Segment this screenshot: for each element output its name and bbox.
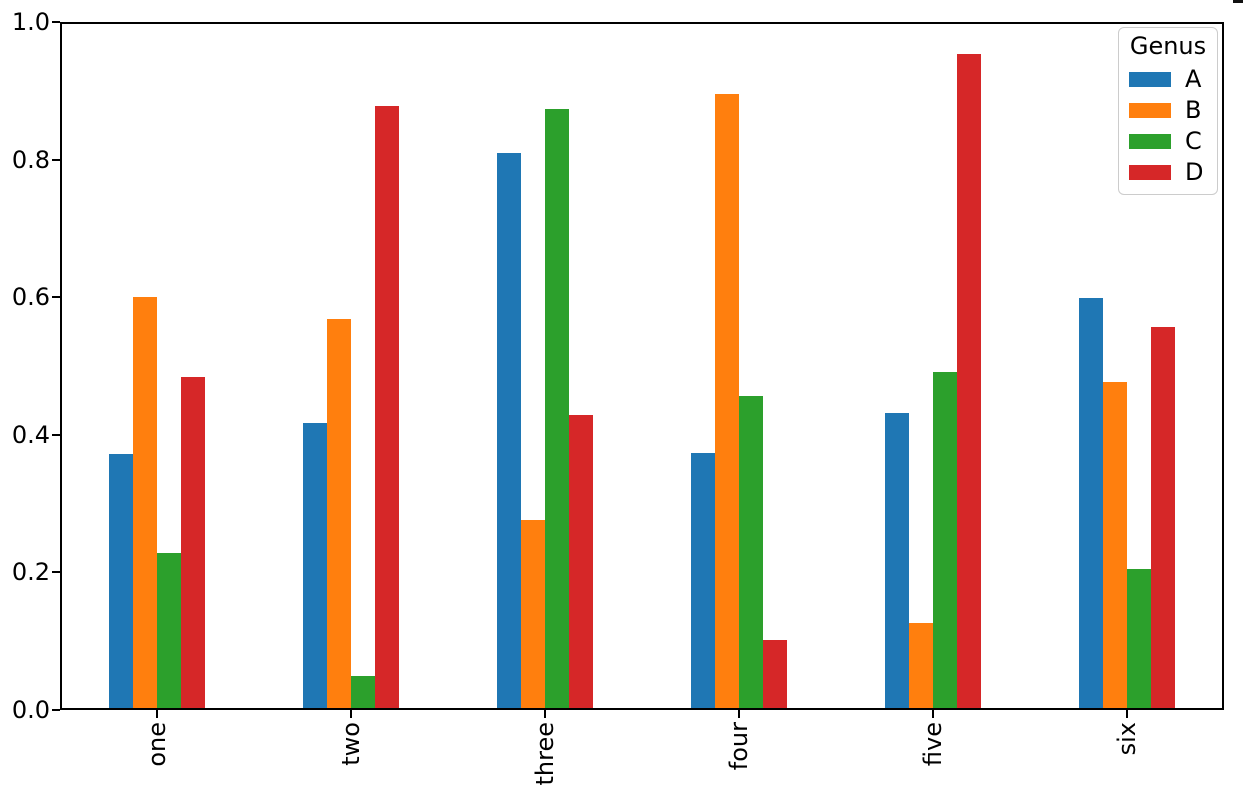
- legend-label-A: A: [1185, 65, 1202, 93]
- bar-B-three: [521, 519, 545, 708]
- x-tick-mark: [350, 710, 352, 718]
- bar-C-six: [1127, 569, 1151, 708]
- x-tick-mark: [156, 710, 158, 718]
- legend-entry-B: B: [1129, 96, 1207, 124]
- y-tick-label-0.4: 0.4: [11, 420, 50, 449]
- bar-B-two: [327, 319, 351, 708]
- bar-C-four: [739, 396, 763, 708]
- legend-swatch-D: [1129, 165, 1171, 180]
- y-tick-mark: [52, 158, 60, 161]
- bar-D-two: [375, 106, 399, 708]
- x-tick-mark: [1126, 710, 1128, 718]
- y-tick-label-0.6: 0.6: [11, 283, 50, 312]
- x-tick-label-two: two: [337, 722, 365, 766]
- bar-B-one: [133, 296, 157, 708]
- legend-entry-D: D: [1129, 158, 1207, 186]
- x-tick-mark: [932, 710, 934, 718]
- bar-A-four: [691, 452, 715, 708]
- bar-A-six: [1079, 298, 1103, 708]
- y-tick-mark: [52, 571, 60, 574]
- x-tick-mark: [544, 710, 546, 718]
- bar-B-five: [909, 623, 933, 708]
- corner-artifact: [1233, 0, 1243, 3]
- x-tick-label-five: five: [919, 722, 947, 767]
- legend-label-B: B: [1185, 96, 1202, 124]
- y-tick-label-0.8: 0.8: [11, 145, 50, 174]
- y-tick-mark: [52, 709, 60, 711]
- bar-D-three: [569, 414, 593, 708]
- bar-D-six: [1151, 327, 1175, 708]
- y-tick-label-0.0: 0.0: [11, 696, 50, 724]
- bar-B-four: [715, 94, 739, 708]
- legend-label-D: D: [1185, 158, 1204, 186]
- bar-C-two: [351, 675, 375, 708]
- y-tick-label-0.2: 0.2: [11, 558, 50, 587]
- plot-area: [60, 22, 1224, 710]
- bar-D-four: [763, 640, 787, 708]
- legend-swatch-A: [1129, 72, 1171, 87]
- x-tick-mark: [738, 710, 740, 718]
- legend-entry-C: C: [1129, 127, 1207, 155]
- bar-A-three: [497, 152, 521, 708]
- legend-swatch-C: [1129, 134, 1171, 149]
- bar-D-one: [181, 376, 205, 708]
- x-tick-label-four: four: [725, 722, 753, 771]
- bar-C-three: [545, 108, 569, 708]
- y-tick-mark: [52, 21, 60, 23]
- bar-A-one: [109, 454, 133, 708]
- x-tick-label-three: three: [531, 722, 559, 786]
- x-tick-label-one: one: [143, 722, 171, 767]
- bar-A-two: [303, 422, 327, 708]
- legend-title: Genus: [1129, 32, 1207, 60]
- bar-C-one: [157, 552, 181, 708]
- y-tick-mark: [52, 433, 60, 436]
- bar-A-five: [885, 412, 909, 708]
- legend-swatch-B: [1129, 103, 1171, 118]
- legend-entry-A: A: [1129, 65, 1207, 93]
- y-tick-mark: [52, 296, 60, 299]
- y-tick-label-1.0: 1.0: [11, 8, 50, 36]
- legend-label-C: C: [1185, 127, 1202, 155]
- bar-D-five: [957, 54, 981, 708]
- bar-C-five: [933, 372, 957, 708]
- x-tick-label-six: six: [1113, 722, 1141, 756]
- bar-B-six: [1103, 381, 1127, 708]
